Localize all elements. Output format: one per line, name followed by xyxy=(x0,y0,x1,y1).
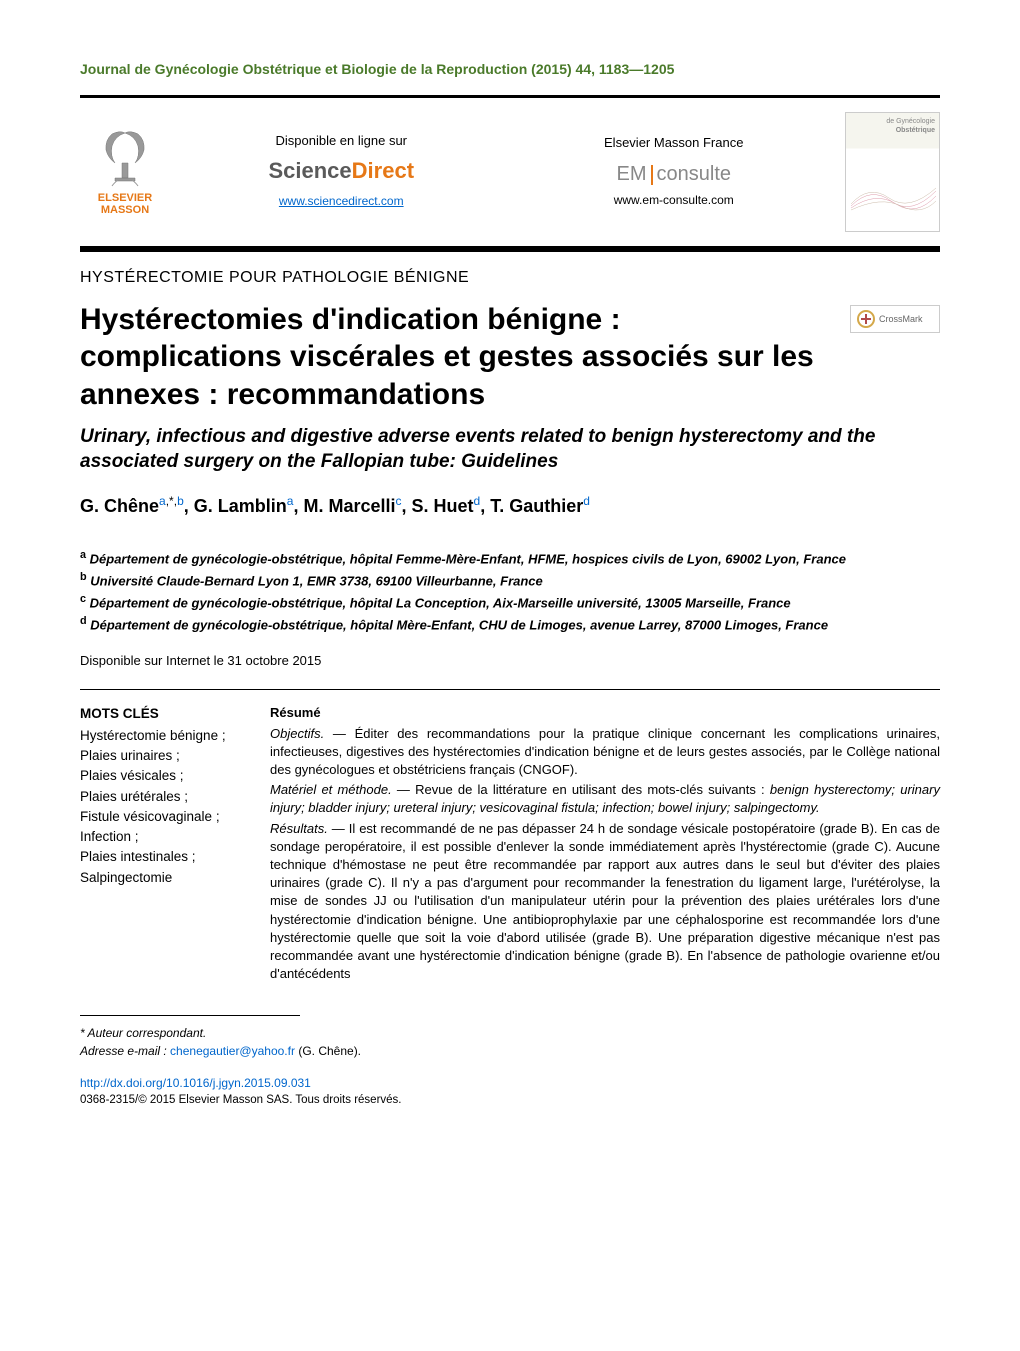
abstract-column: Résumé Objectifs. — Éditer des recommand… xyxy=(270,704,940,986)
sd-available-label: Disponible en ligne sur xyxy=(180,132,503,150)
keywords-heading: MOTS CLÉS xyxy=(80,704,250,724)
abstract-heading: Résumé xyxy=(270,704,940,722)
publisher-header: ELSEVIER MASSON Disponible en ligne sur … xyxy=(80,102,940,242)
keyword: Plaies intestinales ; xyxy=(80,847,250,867)
footer-divider xyxy=(80,1015,300,1016)
abstract-resultats: Résultats. — Il est recommandé de ne pas… xyxy=(270,820,940,984)
author: S. Huetd xyxy=(412,496,481,516)
author: T. Gauthierd xyxy=(490,496,590,516)
crossmark-label: CrossMark xyxy=(879,313,923,326)
affiliations-list: a Département de gynécologie-obstétrique… xyxy=(80,547,940,634)
emconsulte-logo[interactable]: EMconsulte xyxy=(513,160,836,188)
keyword: Plaies vésicales ; xyxy=(80,766,250,786)
author: G. Lamblina xyxy=(194,496,294,516)
elsevier-label-1: ELSEVIER xyxy=(80,192,170,204)
keywords-column: MOTS CLÉS Hystérectomie bénigne ;Plaies … xyxy=(80,704,250,986)
corresponding-author-note: * Auteur correspondant. xyxy=(80,1024,940,1042)
crossmark-button[interactable]: CrossMark xyxy=(850,305,940,333)
affiliation: c Département de gynécologie-obstétrique… xyxy=(80,591,940,613)
author: G. Chênea,*,b xyxy=(80,496,184,516)
article-subtitle-en: Urinary, infectious and digestive advers… xyxy=(80,425,940,474)
emconsulte-block: Elsevier Masson France EMconsulte www.em… xyxy=(513,134,836,209)
doi-link[interactable]: http://dx.doi.org/10.1016/j.jgyn.2015.09… xyxy=(80,1074,940,1092)
keyword: Plaies urétérales ; xyxy=(80,787,250,807)
affiliation: b Université Claude-Bernard Lyon 1, EMR … xyxy=(80,569,940,591)
elsevier-label-2: MASSON xyxy=(80,204,170,216)
journal-cover-thumbnail: de Gynécologie Obstétrique xyxy=(845,112,940,232)
article-section-label: HYSTÉRECTOMIE POUR PATHOLOGIE BÉNIGNE xyxy=(80,267,940,289)
affiliation: d Département de gynécologie-obstétrique… xyxy=(80,613,940,635)
em-title: Elsevier Masson France xyxy=(513,134,836,152)
keyword: Salpingectomie xyxy=(80,868,250,888)
page-footer: * Auteur correspondant. Adresse e-mail :… xyxy=(80,1024,940,1109)
abstract-materiel: Matériel et méthode. — Revue de la litté… xyxy=(270,781,940,817)
article-title: Hystérectomies d'indication bénigne : co… xyxy=(80,301,830,414)
online-availability: Disponible sur Internet le 31 octobre 20… xyxy=(80,652,940,670)
keyword: Fistule vésicovaginale ; xyxy=(80,807,250,827)
affiliation: a Département de gynécologie-obstétrique… xyxy=(80,547,940,569)
emconsulte-link[interactable]: www.em-consulte.com xyxy=(513,192,836,209)
divider-top-thin xyxy=(80,95,940,98)
elsevier-tree-icon xyxy=(100,128,150,188)
copyright-line: 0368-2315/© 2015 Elsevier Masson SAS. To… xyxy=(80,1092,940,1109)
sciencedirect-block: Disponible en ligne sur ScienceDirect ww… xyxy=(180,132,503,211)
crossmark-icon xyxy=(857,310,875,328)
sciencedirect-logo[interactable]: ScienceDirect xyxy=(180,156,503,187)
keyword: Infection ; xyxy=(80,827,250,847)
keyword: Plaies urinaires ; xyxy=(80,746,250,766)
abstract-objectifs: Objectifs. — Éditer des recommandations … xyxy=(270,725,940,780)
elsevier-logo: ELSEVIER MASSON xyxy=(80,128,170,216)
author: M. Marcellic xyxy=(303,496,401,516)
journal-citation: Journal de Gynécologie Obstétrique et Bi… xyxy=(80,60,940,80)
authors-list: G. Chênea,*,b, G. Lamblina, M. Marcellic… xyxy=(80,493,940,519)
divider-thick xyxy=(80,246,940,252)
author-email-link[interactable]: chenegautier@yahoo.fr xyxy=(170,1044,295,1058)
keyword: Hystérectomie bénigne ; xyxy=(80,726,250,746)
author-email-line: Adresse e-mail : chenegautier@yahoo.fr (… xyxy=(80,1042,940,1060)
sciencedirect-link[interactable]: www.sciencedirect.com xyxy=(279,194,404,208)
